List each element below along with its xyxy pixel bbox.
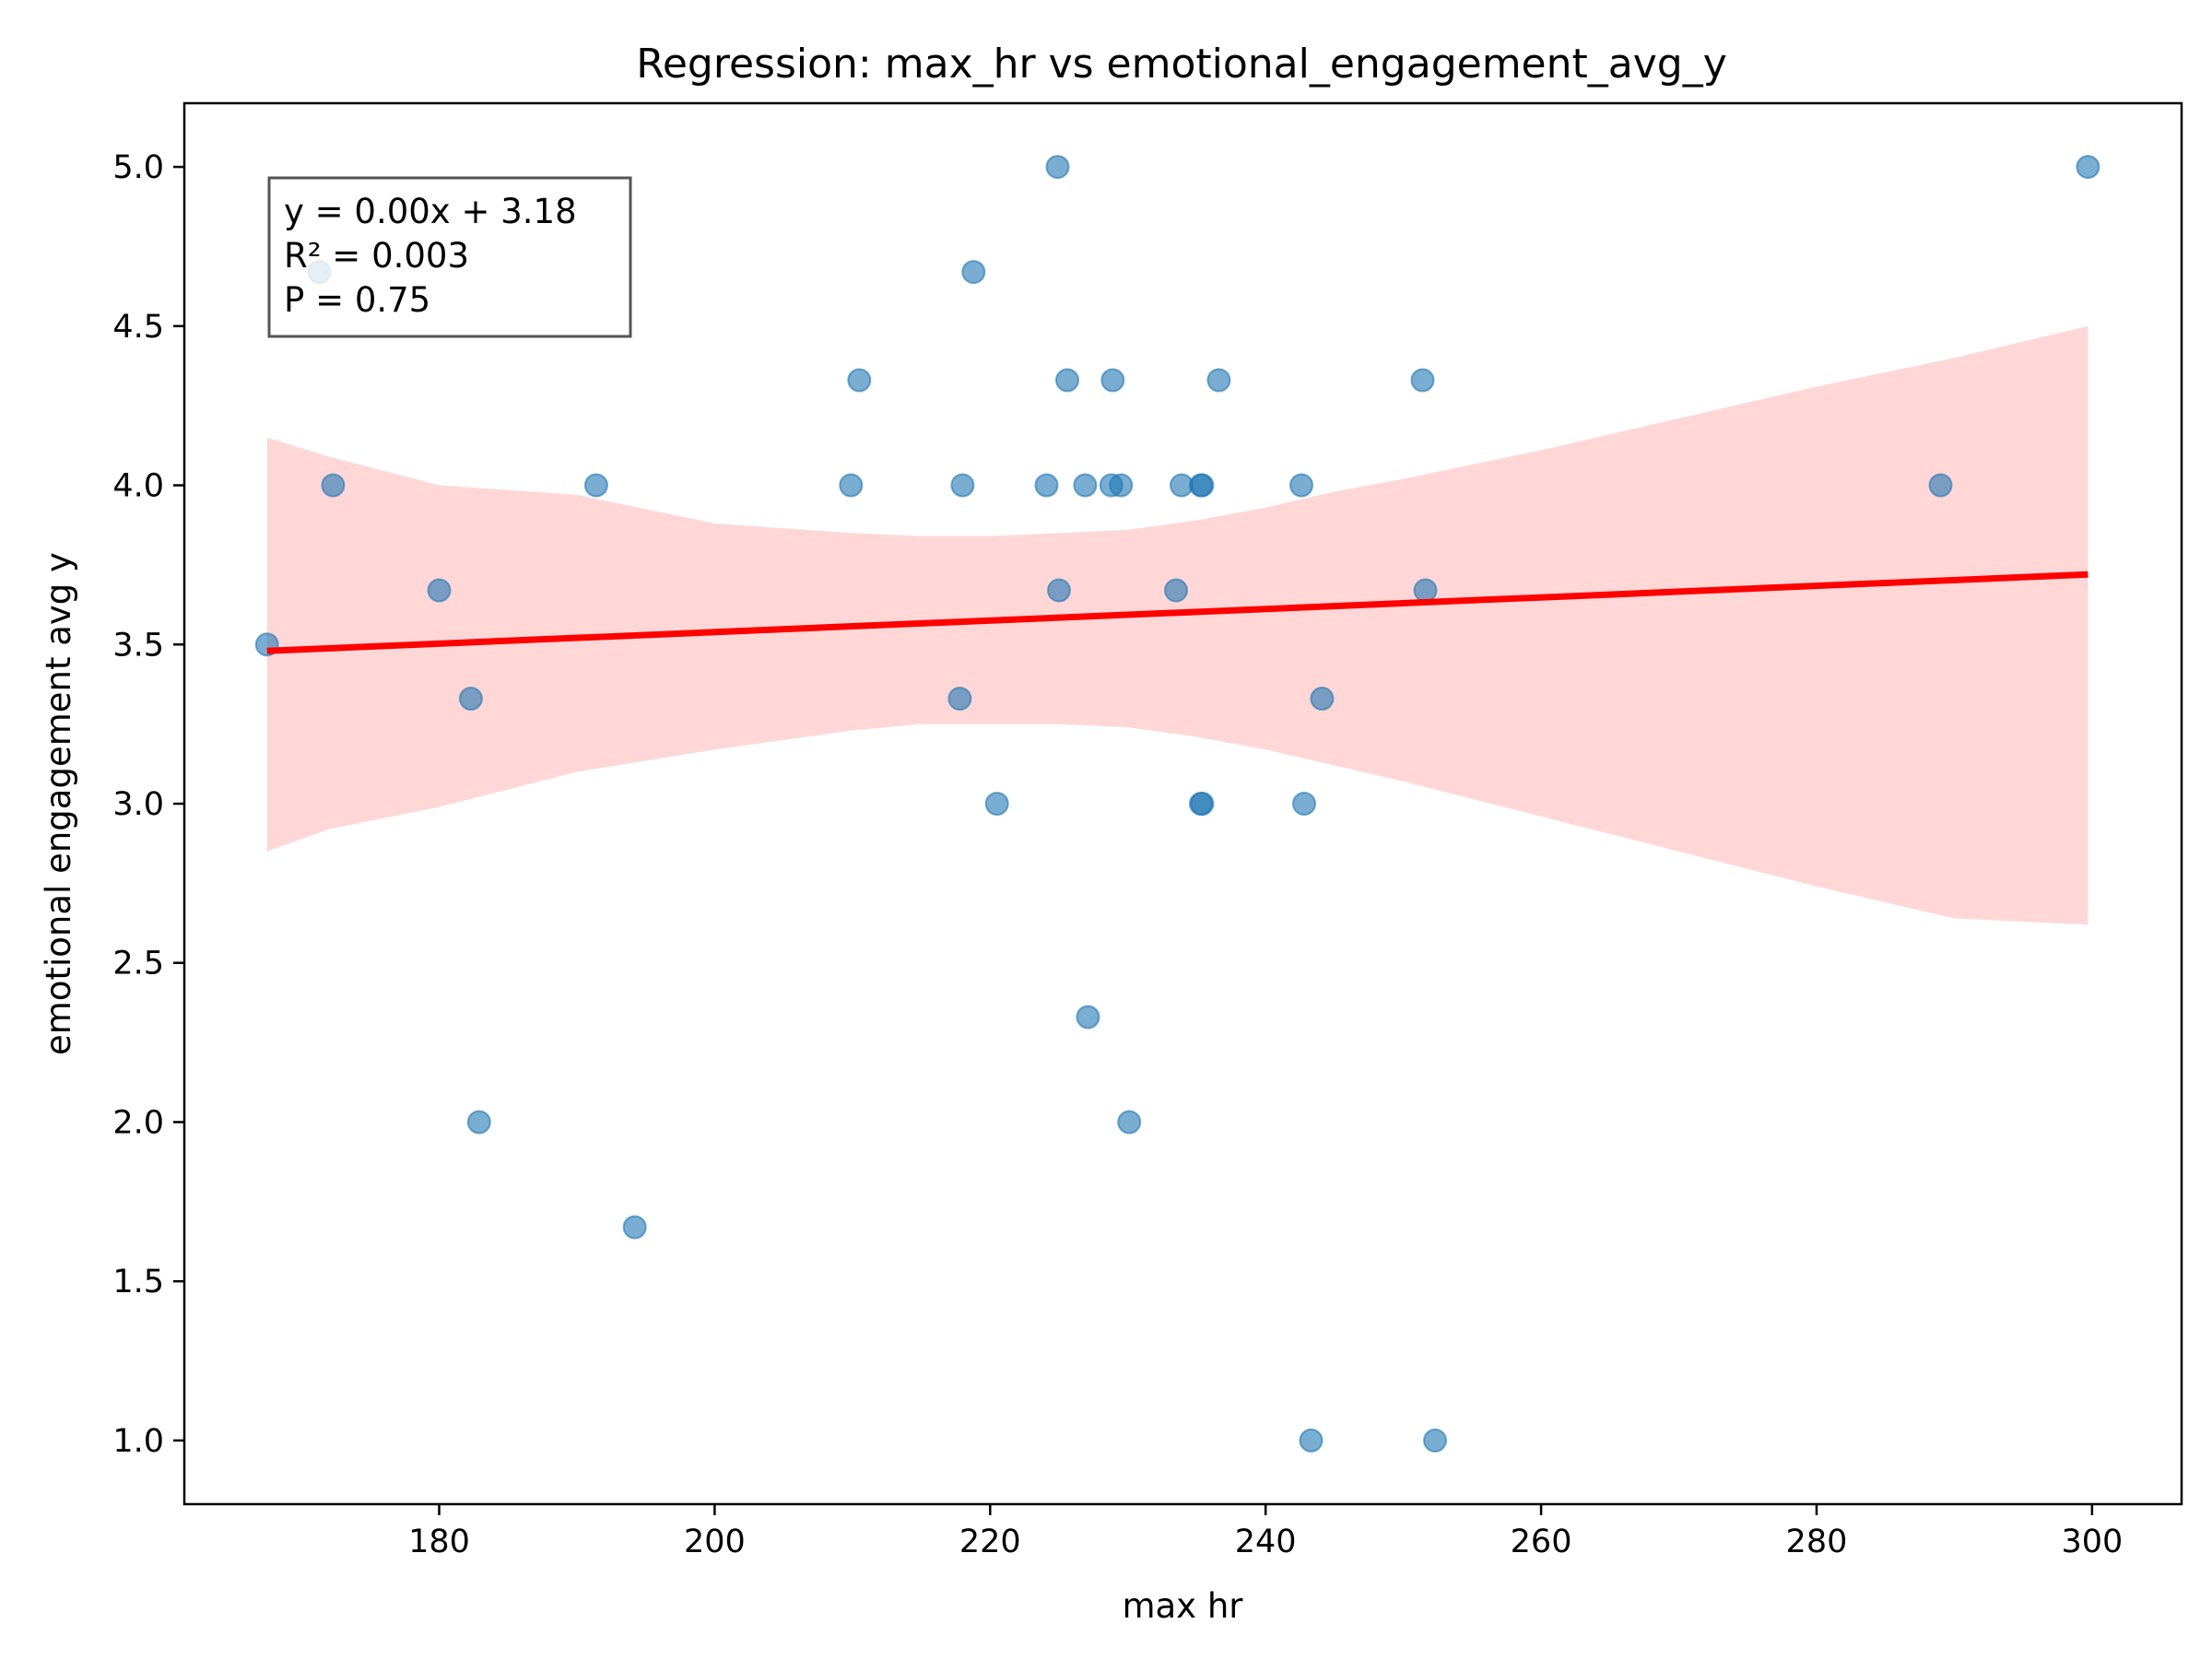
scatter-point-22: [1100, 368, 1125, 393]
chart-title: Regression: max_hr vs emotional_engageme…: [636, 41, 1726, 88]
scatter-point-24: [1117, 1110, 1142, 1135]
x-tick-label-300: 300: [2061, 1524, 2123, 1560]
confidence-band-layer: [266, 325, 2088, 925]
scatter-point-14: [984, 792, 1009, 816]
scatter-point-15: [1034, 473, 1059, 498]
y-tick-label-3.0: 3.0: [112, 786, 164, 823]
scatter-point-38: [1423, 1428, 1447, 1453]
scatter-point-33: [1292, 792, 1316, 816]
x-tick-label-240: 240: [1235, 1524, 1297, 1560]
y-tick-label-4.5: 4.5: [112, 309, 164, 346]
scatter-point-37: [1413, 578, 1438, 603]
points-layer: [254, 155, 2100, 1453]
x-axis-ticks: 180 200 220 240 260 280 300: [408, 1504, 2123, 1560]
y-tick-label-1.5: 1.5: [112, 1264, 164, 1300]
scatter-point-34: [1299, 1428, 1324, 1453]
scatter-point-10: [847, 368, 872, 393]
scatter-point-23: [1109, 473, 1134, 498]
scatter-point-17: [1047, 578, 1071, 603]
scatter-point-19: [1073, 473, 1098, 498]
y-tick-label-3.5: 3.5: [112, 627, 164, 664]
y-axis-ticks: 1.0 1.5 2.0 2.5 3.0 3.5 4.0 4.5 5.0: [112, 149, 184, 1460]
x-tick-label-200: 200: [684, 1524, 746, 1560]
scatter-point-6: [466, 1110, 491, 1135]
scatter-point-3: [321, 473, 346, 498]
scatter-point-9: [839, 473, 864, 498]
y-axis-label: emotional engagement avg y: [39, 552, 78, 1055]
scatter-point-40: [2076, 155, 2100, 180]
scatter-point-39: [1928, 473, 1953, 498]
scatter-point-18: [1055, 368, 1079, 393]
regression-line-layer: [266, 571, 2088, 654]
stats-equation: y = 0.00x + 3.18: [284, 192, 577, 231]
scatter-point-35: [1310, 687, 1335, 711]
y-tick-label-4.0: 4.0: [112, 468, 164, 505]
scatter-point-20: [1076, 1005, 1100, 1030]
scatter-point-7: [583, 473, 608, 498]
x-tick-label-220: 220: [959, 1524, 1021, 1560]
regression-line: [266, 571, 2088, 654]
confidence-band: [266, 325, 2088, 925]
scatter-point-4: [427, 578, 452, 603]
scatter-point-16: [1045, 155, 1070, 180]
y-tick-label-5.0: 5.0: [112, 149, 164, 186]
x-axis-label: max hr: [1122, 1586, 1243, 1626]
x-tick-label-280: 280: [1786, 1524, 1848, 1560]
scatter-point-32: [1289, 473, 1313, 498]
x-tick-label-260: 260: [1511, 1524, 1572, 1560]
x-tick-label-180: 180: [408, 1524, 470, 1560]
scatter-point-13: [961, 260, 986, 285]
scatter-point-11: [947, 687, 972, 711]
scatter-point-25: [1164, 578, 1188, 603]
scatter-point-36: [1410, 368, 1435, 393]
stats-box-frame: [267, 176, 632, 338]
y-tick-label-2.0: 2.0: [112, 1104, 164, 1141]
scatter-point-8: [622, 1215, 647, 1240]
y-tick-label-1.0: 1.0: [112, 1423, 164, 1460]
scatter-point-31: [1206, 368, 1231, 393]
stats-p-value: P = 0.75: [284, 280, 430, 320]
regression-stats-box: y = 0.00x + 3.18 R² = 0.003 P = 0.75: [267, 176, 632, 338]
scatter-point-28: [1190, 473, 1215, 498]
stats-r-squared: R² = 0.003: [284, 236, 469, 276]
scatter-point-5: [458, 687, 483, 711]
scatter-point-12: [950, 473, 975, 498]
y-tick-label-2.5: 2.5: [112, 946, 164, 982]
scatter-point-30: [1190, 792, 1215, 816]
